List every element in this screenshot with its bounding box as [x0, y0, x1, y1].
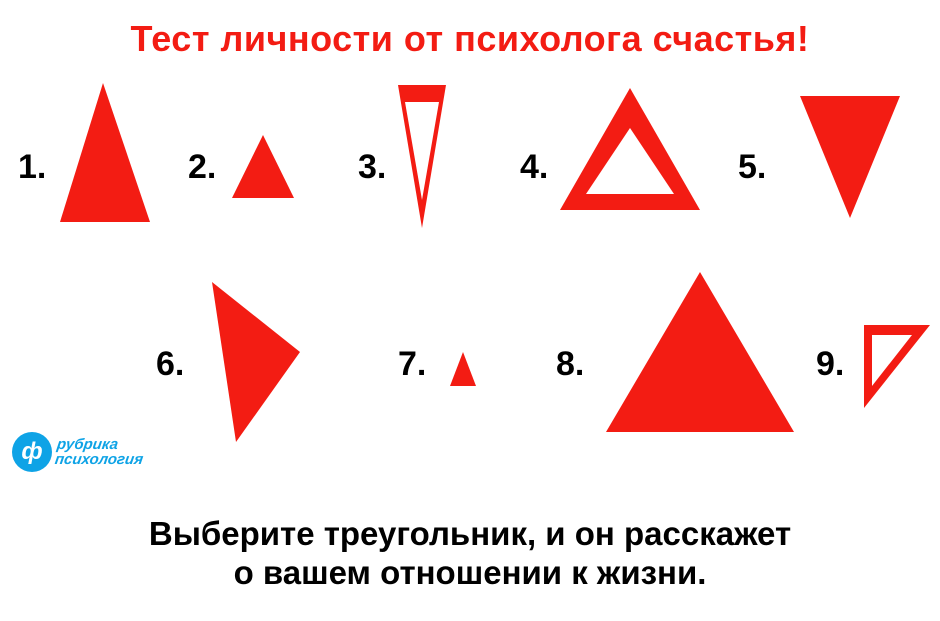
- number-label-3: 3.: [358, 148, 386, 187]
- triangle-shape-6[interactable]: [212, 282, 300, 442]
- triangle-shape-5[interactable]: [800, 96, 900, 218]
- number-label-5: 5.: [738, 148, 766, 187]
- triangle-9[interactable]: [864, 325, 930, 408]
- triangle-shape-1[interactable]: [60, 83, 150, 222]
- triangle-2[interactable]: [232, 135, 294, 198]
- triangle-8[interactable]: [606, 272, 794, 432]
- triangle-1[interactable]: [60, 83, 150, 222]
- triangle-shape-7[interactable]: [450, 352, 476, 386]
- logo-line2: психология: [54, 452, 144, 467]
- triangle-5[interactable]: [800, 96, 900, 218]
- number-label-7: 7.: [398, 345, 426, 384]
- number-label-2: 2.: [188, 148, 216, 187]
- logo: ф рубрика психология: [12, 432, 144, 472]
- triangle-7[interactable]: [450, 352, 476, 386]
- number-label-4: 4.: [520, 148, 548, 187]
- logo-text: рубрика психология: [54, 437, 146, 467]
- number-label-8: 8.: [556, 345, 584, 384]
- logo-line1: рубрика: [56, 437, 146, 452]
- number-label-9: 9.: [816, 345, 844, 384]
- triangle-shape-8[interactable]: [606, 272, 794, 432]
- triangle-shape-2[interactable]: [232, 135, 294, 198]
- page-subtitle: Выберите треугольник, и он расскажето ва…: [0, 514, 940, 593]
- subtitle-line-2: о вашем отношении к жизни.: [0, 553, 940, 593]
- triangle-3[interactable]: [398, 85, 446, 228]
- logo-icon: ф: [12, 432, 52, 472]
- subtitle-line-1: Выберите треугольник, и он расскажет: [0, 514, 940, 554]
- triangle-6[interactable]: [212, 282, 300, 442]
- triangle-4[interactable]: [560, 88, 700, 210]
- number-label-1: 1.: [18, 148, 46, 187]
- number-label-6: 6.: [156, 345, 184, 384]
